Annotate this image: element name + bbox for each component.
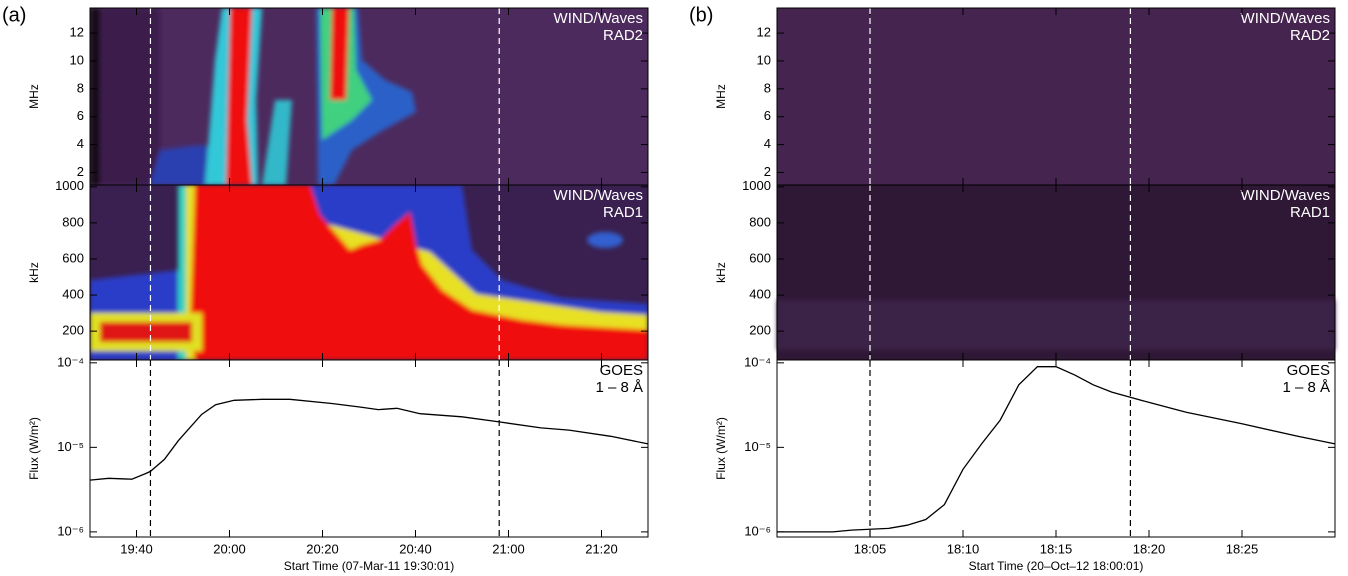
y-tick-label: 12: [70, 25, 84, 40]
x-tick-label: 18:10: [947, 541, 980, 556]
y-tick-label: 800: [62, 214, 84, 229]
x-tick-label: 19:40: [120, 541, 153, 556]
y-tick-label: 1000: [55, 178, 84, 193]
x-tick-label: 20:20: [306, 541, 339, 556]
y-tick-label: 1000: [742, 178, 771, 193]
annotation: RAD2: [603, 27, 643, 44]
x-tick-label: 20:00: [213, 541, 246, 556]
y-axis-label: MHz: [714, 84, 728, 109]
y-tick-label: 10⁻⁶: [57, 523, 84, 538]
annotation: WIND/Waves: [554, 187, 643, 204]
y-tick-label: 400: [62, 286, 84, 301]
y-tick-label: 600: [749, 250, 771, 265]
y-axis-label: Flux (W/m²): [714, 417, 728, 480]
annotation: RAD2: [1290, 27, 1330, 44]
y-tick-label: 10⁻⁵: [57, 439, 84, 454]
y-tick-label: 800: [749, 214, 771, 229]
rad1-band: [777, 300, 1335, 350]
y-tick-label: 8: [764, 80, 771, 95]
y-tick-label: 2: [77, 164, 84, 179]
y-axis-label: kHz: [714, 262, 728, 283]
annotation: GOES: [1287, 362, 1330, 379]
x-tick-label: 18:05: [854, 541, 887, 556]
goes-curve: [89, 398, 649, 481]
x-tick-label: 18:25: [1226, 541, 1259, 556]
rad2-image: [777, 8, 1335, 185]
x-tick-label: 18:20: [1133, 541, 1166, 556]
y-tick-label: 10: [757, 52, 771, 67]
y-tick-label: 10⁻⁴: [744, 354, 771, 369]
annotation: WIND/Waves: [1241, 10, 1330, 27]
y-tick-label: 12: [757, 25, 771, 40]
annotation: 1 – 8 Å: [1282, 379, 1330, 396]
x-tick-label: 21:20: [585, 541, 618, 556]
y-tick-label: 600: [62, 250, 84, 265]
annotation: RAD1: [603, 204, 643, 221]
y-tick-label: 4: [77, 136, 84, 151]
annotation: WIND/Waves: [1241, 187, 1330, 204]
y-tick-label: 8: [77, 80, 84, 95]
y-tick-label: 200: [749, 323, 771, 338]
y-tick-label: 10⁻⁵: [744, 439, 771, 454]
y-tick-label: 10⁻⁴: [57, 354, 84, 369]
y-axis-label: Flux (W/m²): [27, 417, 41, 480]
x-axis-label: Start Time (20–Oct–12 18:00:01): [969, 559, 1144, 573]
plot-frame: [776, 359, 1336, 538]
y-tick-label: 10: [70, 52, 84, 67]
y-tick-label: 10⁻⁶: [744, 523, 771, 538]
y-tick-label: 6: [77, 108, 84, 123]
panel-label: (a): [2, 4, 26, 26]
y-tick-label: 6: [764, 108, 771, 123]
annotation: WIND/Waves: [554, 10, 643, 27]
annotation: GOES: [600, 362, 643, 379]
annotation: 1 – 8 Å: [595, 379, 643, 396]
plot-frame: [89, 359, 649, 538]
annotation: RAD1: [1290, 204, 1330, 221]
panel-label: (b): [689, 4, 713, 26]
y-tick-label: 200: [62, 323, 84, 338]
y-axis-label: MHz: [27, 84, 41, 109]
x-tick-label: 21:00: [492, 541, 525, 556]
y-tick-label: 4: [764, 136, 771, 151]
x-tick-label: 18:15: [1040, 541, 1073, 556]
x-axis-label: Start Time (07-Mar-11 19:30:01): [284, 559, 455, 573]
rad2-image: [90, 8, 648, 185]
rad1-image: [90, 185, 648, 360]
y-axis-label: kHz: [27, 262, 41, 283]
y-tick-label: 400: [749, 286, 771, 301]
x-tick-label: 20:40: [399, 541, 432, 556]
goes-curve: [777, 366, 1336, 533]
y-tick-label: 2: [764, 164, 771, 179]
